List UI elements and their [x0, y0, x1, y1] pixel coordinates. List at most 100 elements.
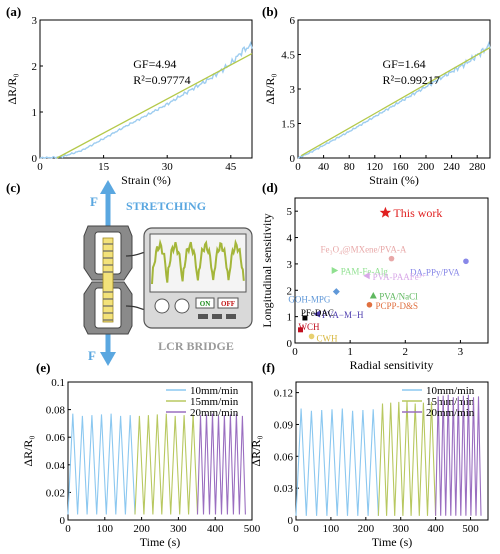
x-tick-label: 500: [462, 523, 479, 535]
plot-frame: [67, 381, 253, 521]
point-label: PVA-PAAFe³⁺: [373, 272, 427, 282]
marker-triangle: [369, 292, 377, 299]
legend-label: 20mm/min: [190, 407, 239, 419]
x-tick-label: 3: [458, 346, 464, 358]
y-tick-label: 1: [287, 312, 293, 324]
y-tick-label: 2: [32, 61, 38, 73]
y-tick-label: 0.06: [274, 451, 294, 463]
point-label: PFeDAC: [301, 308, 334, 318]
x-tick-label: 100: [323, 523, 340, 535]
y-tick-label: 6: [290, 15, 296, 27]
x-axis-label: Radial sensitivity: [350, 358, 434, 372]
indicator-slot: [198, 314, 208, 319]
plot-frame: [39, 19, 253, 159]
panel-f: 0 100 200 300 400 500 0 0.03 0.06 0.09 0.12 Time (s…: [249, 360, 489, 549]
panel-letter: (b): [262, 4, 278, 19]
x-tick-label: 240: [443, 161, 460, 173]
marker-triangle: [313, 310, 321, 318]
x-tick-label: 160: [392, 161, 409, 173]
x-tick-label: 40: [318, 161, 330, 173]
x-tick-label: 1: [347, 346, 353, 358]
x-tick-label: 120: [367, 161, 384, 173]
marker-square: [302, 315, 308, 321]
y-tick-label: 4: [287, 233, 293, 245]
marker-star: [379, 206, 392, 218]
panel-a: 0 15 30 45 0 1 2 3 Strain (%) ΔR/R₀ GF=4.94 R²=0.97…: [5, 4, 253, 187]
x-tick-label: 200: [133, 523, 150, 535]
y-tick-label: 0: [60, 515, 66, 527]
linear-fit-line: [300, 47, 491, 157]
marker-dot: [388, 255, 395, 262]
panel-b: 0 40 80 120 160 200 240 280 0 1.5 3 4.5 6 Strain (%) Δ…: [262, 4, 491, 187]
x-tick-label: 2: [403, 346, 409, 358]
force-label-top: F: [90, 194, 98, 209]
legend-label: 15mm/min: [190, 396, 239, 408]
off-button: [217, 297, 239, 309]
cycle-trace: [295, 408, 379, 516]
x-tick-label: 280: [469, 161, 486, 173]
plot-frame: [294, 197, 489, 344]
x-tick-label: 15: [98, 161, 110, 173]
x-tick-label: 100: [97, 523, 114, 535]
y-tick-label: 4.5: [281, 50, 295, 62]
legend-label: 20mm/min: [426, 407, 475, 419]
x-tick-label: 0: [295, 161, 301, 173]
cycle-trace: [435, 394, 482, 516]
r2-annotation: R²=0.99217: [382, 73, 439, 87]
y-axis-label: Longitudinal sensitivity: [260, 213, 274, 327]
lcr-bridge-label: LCR BRIDGE: [158, 339, 234, 353]
y-axis-label: ΔR/R₀: [21, 435, 35, 466]
marker-diamond: [332, 288, 340, 296]
x-axis-label: Strain (%): [121, 173, 171, 187]
stretching-label: STRETCHING: [126, 199, 206, 213]
point-label: This work: [393, 206, 442, 220]
y-tick-label: 5: [287, 206, 293, 218]
marker-dot: [463, 258, 469, 265]
panel-d: 0 1 2 3 0 1 2 3 4 5 Radial sensitivity Longitudinal…: [260, 180, 489, 372]
cycle-trace: [67, 413, 136, 515]
y-axis-label: ΔR/R₀: [263, 73, 277, 104]
y-tick-label: 0.02: [46, 487, 65, 499]
x-tick-label: 80: [344, 161, 356, 173]
r2-annotation: R²=0.97774: [133, 73, 190, 87]
point-label: WCH: [299, 322, 320, 332]
panel-letter: (f): [262, 360, 275, 375]
gf-annotation: GF=1.64: [382, 57, 425, 71]
y-tick-label: 0.09: [274, 419, 294, 431]
on-label: ON: [200, 300, 211, 308]
x-tick-label: 200: [418, 161, 435, 173]
x-tick-label: 300: [170, 523, 187, 535]
x-tick-label: 300: [392, 523, 409, 535]
x-tick-label: 0: [293, 523, 299, 535]
x-tick-label: 400: [427, 523, 444, 535]
on-button: [195, 297, 215, 309]
x-tick-label: 0: [37, 161, 43, 173]
linear-fit-line: [56, 53, 253, 159]
measured-trace: [297, 40, 491, 159]
cycle-trace: [134, 413, 199, 515]
x-tick-label: 30: [162, 161, 174, 173]
panel-c: (c) F F STRETCHING ON OFF LCR BRIDGE: [6, 180, 253, 366]
y-tick-label: 0: [290, 153, 296, 165]
hydrogel-sample: [102, 237, 114, 323]
y-tick-label: 0.03: [274, 483, 294, 495]
y-tick-label: 0.06: [46, 432, 66, 444]
arrowhead-up-icon: [100, 180, 116, 194]
point-label: Fe₃O₄@MXene/PVA-A: [321, 245, 407, 255]
panel-e: 0 100 200 300 400 500 0 0.02 0.04 0.06 0.08 0.1 Time…: [21, 360, 261, 549]
x-axis-label: Strain (%): [369, 173, 419, 187]
y-tick-label: 0: [287, 338, 293, 350]
marker-dot: [366, 301, 373, 308]
signal-waveform: [151, 238, 245, 285]
x-tick-label: 0: [65, 523, 71, 535]
point-label: GOH-MPG: [288, 295, 331, 305]
marker-triangle: [363, 272, 370, 280]
y-tick-label: 0.04: [46, 460, 66, 472]
y-tick-label: 1.5: [281, 119, 295, 131]
y-tick-label: 0: [32, 153, 38, 165]
legend-label: 10mm/min: [426, 385, 475, 397]
panel-letter: (e): [36, 360, 50, 375]
x-tick-label: 500: [244, 523, 261, 535]
point-label: PCPP-D&S: [375, 301, 418, 311]
